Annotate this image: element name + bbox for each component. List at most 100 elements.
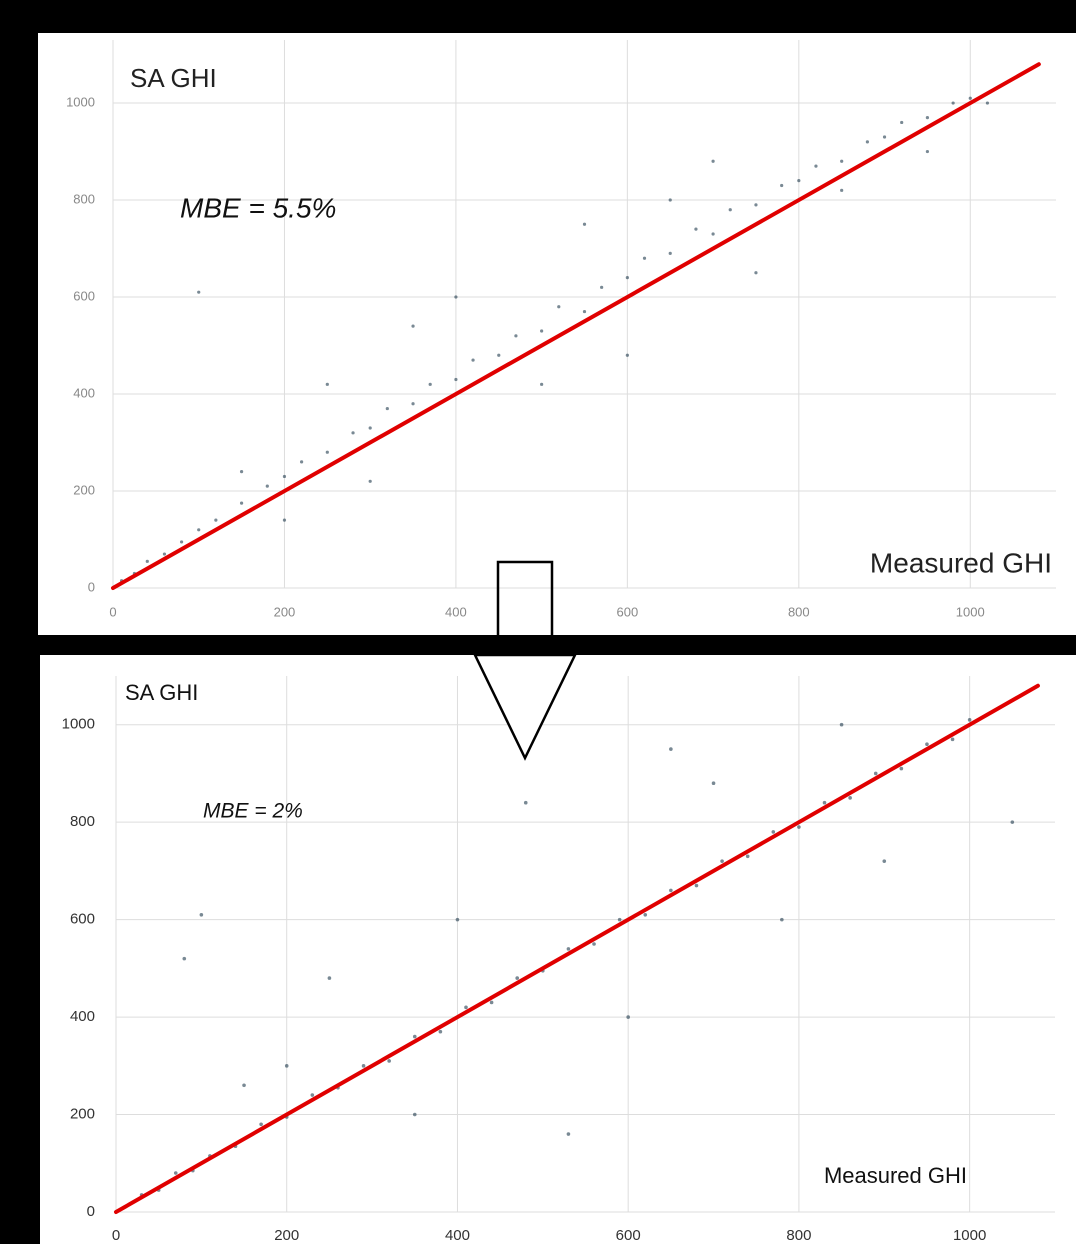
point [592, 942, 596, 946]
x-axis-label: Measured GHI [870, 547, 1052, 578]
point [411, 402, 415, 406]
x-axis-label: Measured GHI [824, 1163, 967, 1188]
x-tick-label: 600 [616, 1227, 641, 1244]
annotation: MBE = 2% [203, 800, 303, 823]
point [642, 256, 647, 260]
point [668, 198, 672, 202]
point [259, 1122, 263, 1127]
point [925, 115, 930, 120]
point [711, 781, 716, 785]
point [197, 290, 201, 294]
point [728, 208, 732, 212]
x-tick-label: 1000 [956, 604, 985, 619]
point [514, 334, 518, 338]
point [325, 450, 329, 454]
point [310, 1093, 315, 1097]
x-tick-label: 0 [112, 1227, 120, 1244]
point [668, 251, 672, 255]
x-tick-label: 0 [109, 604, 116, 619]
point [900, 120, 904, 125]
point [454, 377, 458, 382]
point [780, 917, 784, 922]
y-tick-label: 800 [70, 813, 95, 830]
point [720, 859, 724, 863]
y-tick-label: 400 [73, 385, 95, 400]
point [464, 1005, 468, 1010]
point [669, 747, 673, 751]
x-tick-label: 800 [788, 604, 810, 619]
x-tick-label: 800 [786, 1227, 811, 1244]
point [822, 800, 827, 805]
point [145, 559, 149, 563]
point [199, 912, 204, 917]
x-tick-label: 400 [445, 1227, 470, 1244]
arrow-head [473, 653, 577, 761]
point [840, 159, 844, 163]
x-tick-label: 600 [617, 604, 639, 619]
y-axis-label: SA GHI [130, 63, 217, 93]
point [582, 222, 587, 226]
point [239, 470, 244, 474]
point [873, 771, 878, 776]
point [387, 1059, 391, 1063]
point [617, 917, 622, 922]
panel-bottom [40, 655, 1076, 1244]
point [265, 484, 269, 488]
annotation: MBE = 5.5% [180, 192, 336, 223]
reference-line [114, 683, 1040, 1214]
point [327, 976, 332, 980]
point [368, 479, 372, 483]
point [882, 859, 887, 863]
point [848, 796, 852, 800]
point [497, 353, 501, 357]
point [300, 460, 304, 464]
point [361, 1064, 366, 1068]
point [412, 1112, 417, 1117]
y-tick-label: 0 [88, 579, 95, 594]
point [771, 830, 776, 834]
point [1010, 820, 1015, 824]
point [625, 353, 629, 357]
point [412, 1034, 417, 1039]
point [780, 183, 784, 188]
y-tick-label: 1000 [62, 716, 95, 733]
point [754, 203, 758, 207]
arrow-shaft [496, 560, 554, 642]
point [925, 742, 929, 747]
point [754, 271, 758, 275]
point [515, 976, 520, 980]
panel-top [38, 33, 1076, 635]
point [173, 1171, 178, 1175]
y-tick-label: 600 [73, 288, 95, 303]
point [694, 883, 699, 888]
y-tick-label: 200 [73, 482, 95, 497]
point [797, 825, 801, 829]
point [626, 1015, 630, 1019]
y-tick-label: 0 [87, 1203, 95, 1220]
point [669, 888, 673, 893]
point [600, 285, 604, 289]
x-tick-label: 200 [274, 1227, 299, 1244]
point [325, 382, 329, 386]
point [438, 1029, 443, 1034]
point [694, 227, 698, 231]
point [351, 431, 355, 435]
point [489, 1000, 494, 1005]
point [428, 382, 432, 386]
charts: 0 200 400 600 800 1000 0 200 400 600 800 1000 0 200 40… [62, 40, 1056, 1244]
reference-line [111, 62, 1041, 590]
x-tick-label: 1000 [953, 1227, 986, 1244]
point [197, 528, 201, 532]
point [454, 295, 458, 299]
point [711, 159, 715, 163]
point [625, 276, 629, 280]
point [239, 501, 244, 505]
y-tick-label: 600 [70, 911, 95, 928]
point [557, 305, 561, 309]
point [865, 140, 870, 144]
point [179, 540, 184, 544]
point [471, 358, 475, 362]
y-tick-label: 800 [73, 191, 95, 206]
